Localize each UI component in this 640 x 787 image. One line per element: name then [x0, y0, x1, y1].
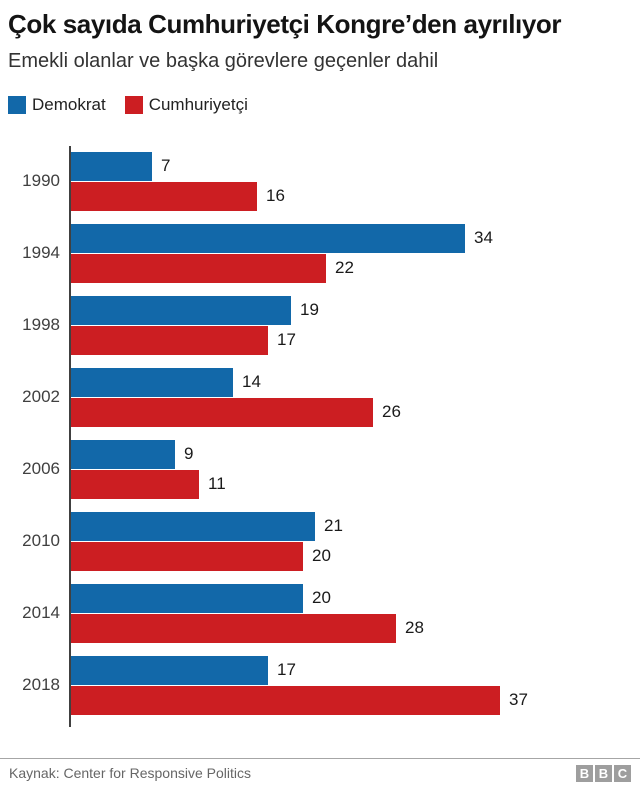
year-label: 2010	[22, 531, 60, 551]
bar-cumhuriyetci	[71, 253, 326, 283]
chart-row: 2014 20 28	[8, 583, 632, 643]
bar-row-cumhuriyetci: 16	[71, 181, 632, 211]
year-label: 1998	[22, 315, 60, 335]
bar-demokrat	[71, 223, 465, 253]
bbc-logo-letter: C	[614, 764, 631, 782]
chart-row: 2002 14 26	[8, 367, 632, 427]
source-attribution: Kaynak: Center for Responsive Politics	[9, 765, 251, 781]
value-label: 19	[300, 300, 319, 320]
bar-row-demokrat: 20	[71, 583, 632, 613]
value-label: 20	[312, 546, 331, 566]
bar-group: 19 17	[69, 295, 632, 355]
bar-row-demokrat: 14	[71, 367, 632, 397]
bar-group: 14 26	[69, 367, 632, 427]
bar-row-cumhuriyetci: 26	[71, 397, 632, 427]
legend-item-demokrat: Demokrat	[8, 95, 106, 115]
chart-row: 1990 7 16	[8, 151, 632, 211]
bar-demokrat	[71, 655, 268, 685]
bar-cumhuriyetci	[71, 685, 500, 715]
y-axis-line	[69, 145, 71, 727]
bar-cumhuriyetci	[71, 397, 373, 427]
bar-row-cumhuriyetci: 28	[71, 613, 632, 643]
value-label: 21	[324, 516, 343, 536]
chart-row: 2006 9 11	[8, 439, 632, 499]
value-label: 9	[184, 444, 194, 464]
value-label: 11	[208, 474, 226, 494]
bar-row-cumhuriyetci: 37	[71, 685, 632, 715]
bar-group: 21 20	[69, 511, 632, 571]
bar-demokrat	[71, 295, 291, 325]
bar-cumhuriyetci	[71, 541, 303, 571]
bar-row-cumhuriyetci: 11	[71, 469, 632, 499]
value-label: 14	[242, 372, 261, 392]
value-label: 22	[335, 258, 354, 278]
bar-group: 34 22	[69, 223, 632, 283]
bar-cumhuriyetci	[71, 181, 257, 211]
year-label: 2018	[22, 675, 60, 695]
chart-row: 2018 17 37	[8, 655, 632, 715]
grouped-bar-chart: 1990 7 16 1994 34 22 1998 19 17 2002 14 26 2006 9 11 20…	[8, 145, 632, 727]
legend-label-cumhuriyetci: Cumhuriyetçi	[148, 94, 248, 114]
chart-rows: 1990 7 16 1994 34 22 1998 19 17 2002 14 26 2006 9 11 20…	[8, 151, 632, 715]
legend-label-demokrat: Demokrat	[32, 94, 106, 114]
bar-row-demokrat: 17	[71, 655, 632, 685]
value-label: 20	[312, 588, 331, 608]
bar-row-demokrat: 19	[71, 295, 632, 325]
bar-group: 20 28	[69, 583, 632, 643]
year-label: 2002	[22, 387, 60, 407]
bar-row-demokrat: 7	[71, 151, 632, 181]
year-label: 2014	[22, 603, 60, 623]
bar-row-cumhuriyetci: 22	[71, 253, 632, 283]
chart-row: 1994 34 22	[8, 223, 632, 283]
value-label: 28	[405, 618, 424, 638]
value-label: 37	[509, 690, 528, 710]
footer: Kaynak: Center for Responsive Politics B…	[0, 758, 640, 787]
value-label: 34	[474, 228, 493, 248]
chart-row: 1998 19 17	[8, 295, 632, 355]
year-label: 1994	[22, 243, 60, 263]
value-label: 26	[382, 402, 401, 422]
chart-title: Çok sayıda Cumhuriyetçi Kongre’den ayrıl…	[8, 9, 562, 39]
value-label: 17	[277, 330, 296, 350]
bar-group: 17 37	[69, 655, 632, 715]
bar-row-demokrat: 9	[71, 439, 632, 469]
bar-cumhuriyetci	[71, 613, 396, 643]
bar-demokrat	[71, 511, 315, 541]
value-label: 16	[266, 186, 285, 206]
bar-demokrat	[71, 151, 152, 181]
bar-row-demokrat: 21	[71, 511, 632, 541]
bar-row-cumhuriyetci: 17	[71, 325, 632, 355]
legend: Demokrat Cumhuriyetçi	[8, 95, 632, 115]
bbc-logo-letter: B	[595, 764, 612, 782]
bbc-logo-letter: B	[576, 764, 593, 782]
bar-group: 9 11	[69, 439, 632, 499]
bar-cumhuriyetci	[71, 325, 268, 355]
value-label: 7	[161, 156, 171, 176]
bar-demokrat	[71, 367, 233, 397]
bar-demokrat	[71, 583, 303, 613]
legend-swatch-demokrat-icon	[8, 95, 26, 114]
bar-row-demokrat: 34	[71, 223, 632, 253]
chart-subtitle: Emekli olanlar ve başka görevlere geçenl…	[8, 49, 439, 72]
year-label: 1990	[22, 171, 60, 191]
bar-group: 7 16	[69, 151, 632, 211]
value-label: 17	[277, 660, 296, 680]
bar-demokrat	[71, 439, 175, 469]
bar-cumhuriyetci	[71, 469, 199, 499]
legend-swatch-cumhuriyetci-icon	[124, 95, 143, 114]
bar-row-cumhuriyetci: 20	[71, 541, 632, 571]
chart-row: 2010 21 20	[8, 511, 632, 571]
year-label: 2006	[22, 459, 60, 479]
legend-item-cumhuriyetci: Cumhuriyetçi	[124, 94, 248, 115]
